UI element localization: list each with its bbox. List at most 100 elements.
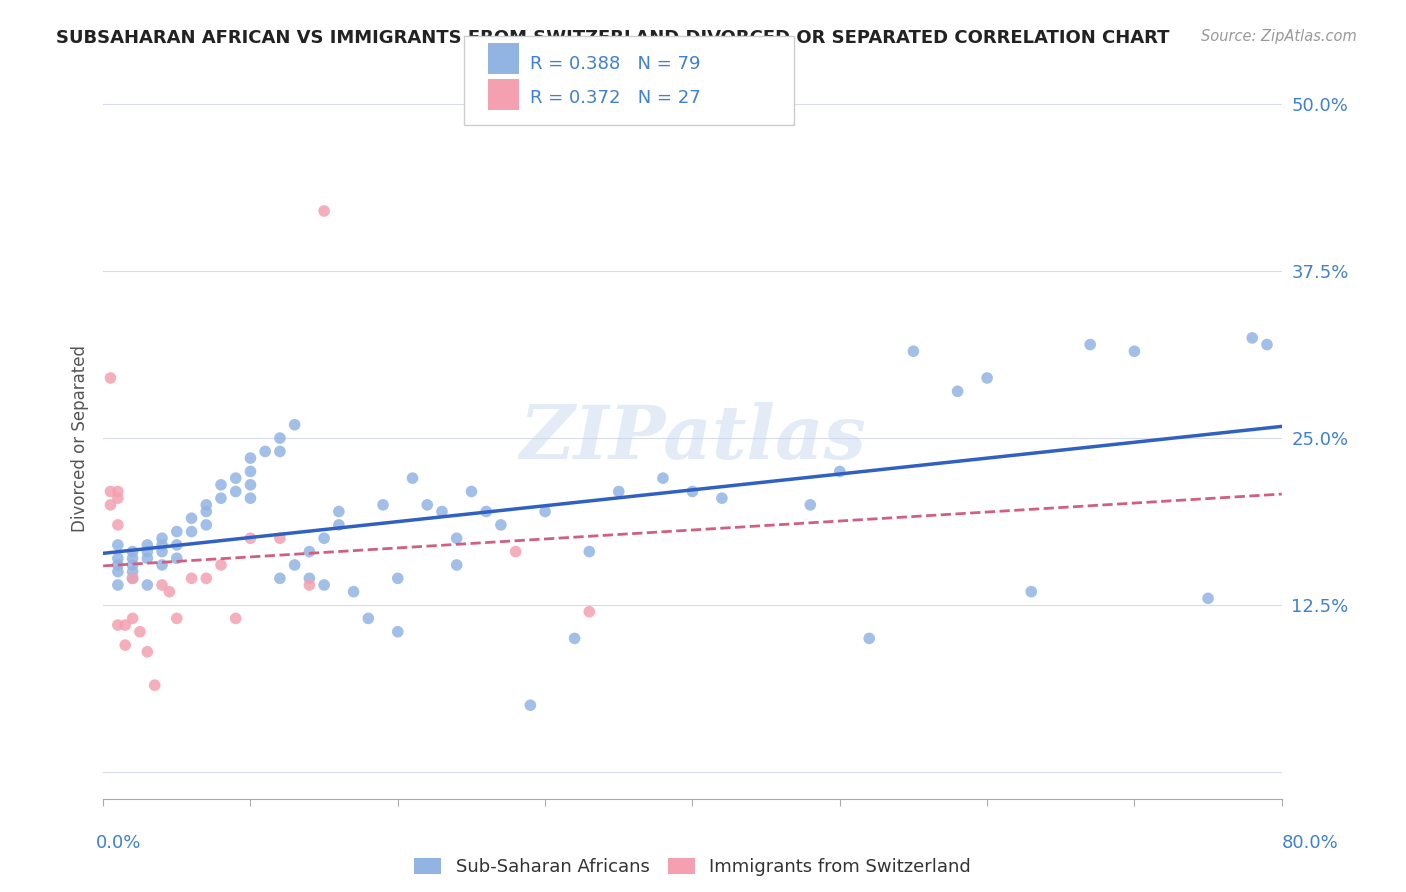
Point — [100, 371, 122, 385]
Point — [107, 484, 129, 499]
Point — [314, 578, 336, 592]
Point — [430, 504, 453, 518]
Point — [578, 605, 600, 619]
Point — [284, 558, 307, 572]
Point — [946, 384, 969, 399]
Point — [1019, 584, 1042, 599]
Point — [136, 551, 159, 566]
Point — [342, 584, 364, 599]
Point — [195, 498, 218, 512]
Point — [136, 544, 159, 558]
Point — [534, 504, 557, 518]
Point — [150, 578, 173, 592]
Point — [107, 618, 129, 632]
Point — [107, 551, 129, 566]
Point — [475, 504, 498, 518]
Point — [269, 444, 291, 458]
Point — [401, 471, 423, 485]
Point — [1256, 337, 1278, 351]
Point — [150, 558, 173, 572]
Point — [269, 431, 291, 445]
Point — [607, 484, 630, 499]
Point — [100, 484, 122, 499]
Point — [328, 517, 350, 532]
Point — [239, 451, 262, 466]
Point — [269, 531, 291, 545]
Text: R = 0.388   N = 79: R = 0.388 N = 79 — [530, 55, 700, 73]
Point — [387, 624, 409, 639]
Legend: Sub-Saharan Africans, Immigrants from Switzerland: Sub-Saharan Africans, Immigrants from Sw… — [406, 851, 979, 883]
Point — [195, 571, 218, 585]
Point — [129, 624, 152, 639]
Point — [107, 491, 129, 505]
Point — [209, 478, 232, 492]
Point — [1197, 591, 1219, 606]
Point — [209, 491, 232, 505]
Point — [150, 538, 173, 552]
Point — [159, 584, 181, 599]
Text: SUBSAHARAN AFRICAN VS IMMIGRANTS FROM SWITZERLAND DIVORCED OR SEPARATED CORRELAT: SUBSAHARAN AFRICAN VS IMMIGRANTS FROM SW… — [56, 29, 1170, 46]
Point — [298, 544, 321, 558]
Point — [225, 471, 247, 485]
Point — [150, 531, 173, 545]
Point — [107, 517, 129, 532]
Point — [195, 517, 218, 532]
Text: 80.0%: 80.0% — [1282, 834, 1339, 852]
Point — [209, 558, 232, 572]
Point — [136, 578, 159, 592]
Point — [166, 611, 188, 625]
Point — [150, 544, 173, 558]
Point — [357, 611, 380, 625]
Point — [371, 498, 394, 512]
Point — [460, 484, 482, 499]
Point — [314, 531, 336, 545]
Point — [143, 678, 166, 692]
Point — [903, 344, 925, 359]
Point — [239, 531, 262, 545]
Point — [1078, 337, 1101, 351]
Text: ZIPatlas: ZIPatlas — [519, 401, 866, 475]
Point — [328, 504, 350, 518]
Point — [114, 638, 136, 652]
Point — [121, 544, 143, 558]
Point — [225, 484, 247, 499]
Point — [710, 491, 733, 505]
Point — [858, 632, 880, 646]
Point — [180, 571, 202, 585]
Point — [107, 558, 129, 572]
Point — [519, 698, 541, 713]
Point — [239, 478, 262, 492]
Point — [828, 465, 851, 479]
Point — [269, 571, 291, 585]
Point — [107, 565, 129, 579]
Point — [180, 511, 202, 525]
Point — [681, 484, 703, 499]
Point — [121, 565, 143, 579]
Point — [976, 371, 998, 385]
Point — [100, 498, 122, 512]
Point — [121, 611, 143, 625]
Point — [314, 204, 336, 219]
Point — [166, 551, 188, 566]
Point — [195, 504, 218, 518]
Point — [136, 645, 159, 659]
Text: Source: ZipAtlas.com: Source: ZipAtlas.com — [1201, 29, 1357, 44]
Point — [652, 471, 675, 485]
Point — [387, 571, 409, 585]
Point — [254, 444, 277, 458]
Point — [284, 417, 307, 432]
Point — [121, 571, 143, 585]
Point — [107, 538, 129, 552]
Point — [298, 571, 321, 585]
Point — [446, 531, 468, 545]
Y-axis label: Divorced or Separated: Divorced or Separated — [72, 344, 89, 532]
Point — [136, 538, 159, 552]
Point — [239, 465, 262, 479]
Point — [107, 578, 129, 592]
Point — [416, 498, 439, 512]
Point — [225, 611, 247, 625]
Point — [114, 618, 136, 632]
Point — [799, 498, 821, 512]
Point — [1241, 331, 1264, 345]
Point — [166, 538, 188, 552]
